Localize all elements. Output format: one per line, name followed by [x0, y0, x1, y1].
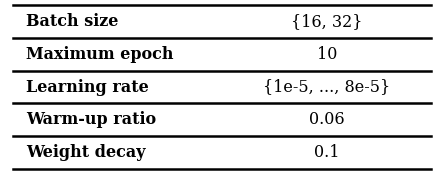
Text: {16, 32}: {16, 32} — [291, 13, 363, 30]
Text: Weight decay: Weight decay — [26, 144, 145, 161]
Text: Learning rate: Learning rate — [26, 78, 148, 96]
Text: Warm-up ratio: Warm-up ratio — [26, 111, 156, 128]
Text: {1e-5, ..., 8e-5}: {1e-5, ..., 8e-5} — [263, 78, 390, 96]
Text: 10: 10 — [316, 46, 337, 63]
Text: Batch size: Batch size — [26, 13, 118, 30]
Text: 0.06: 0.06 — [309, 111, 345, 128]
Text: 0.1: 0.1 — [314, 144, 339, 161]
Text: Maximum epoch: Maximum epoch — [26, 46, 173, 63]
